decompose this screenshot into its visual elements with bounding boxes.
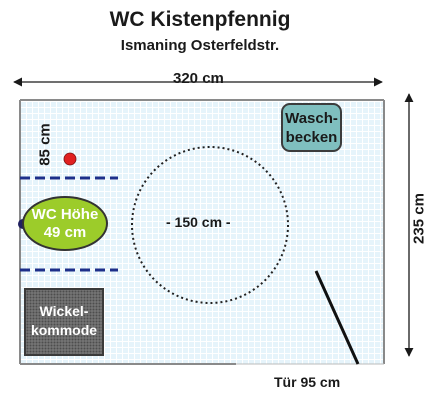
door-leaf [314, 270, 360, 365]
sink-label-line2: becken [285, 129, 338, 146]
plan-title: WC Kistenpfennig [109, 8, 291, 31]
turning-circle-label: - 150 cm - [166, 214, 231, 230]
plan-subtitle: Ismaning Osterfeldstr. [120, 37, 280, 54]
sink-label-line1: Wasch- [285, 110, 338, 127]
toilet-label-line2: 49 cm [43, 224, 87, 241]
door-label: Tür 95 cm [274, 374, 341, 390]
height-marker-dot [63, 152, 77, 166]
changing-table-label-line1: Wickel- [39, 303, 89, 319]
turning-circle [131, 146, 289, 304]
sink-fixture: Wasch- becken [281, 103, 342, 152]
changing-table-label-line2: kommode [30, 322, 98, 338]
depth-label: 235 cm [410, 193, 428, 244]
changing-table-fixture: Wickel- kommode [24, 288, 104, 356]
toilet-label-line1: WC Höhe [31, 206, 99, 223]
grab-bar-height-label: 85 cm [36, 123, 54, 166]
toilet-fixture: WC Höhe 49 cm [22, 196, 108, 251]
width-label: 320 cm [173, 70, 224, 87]
